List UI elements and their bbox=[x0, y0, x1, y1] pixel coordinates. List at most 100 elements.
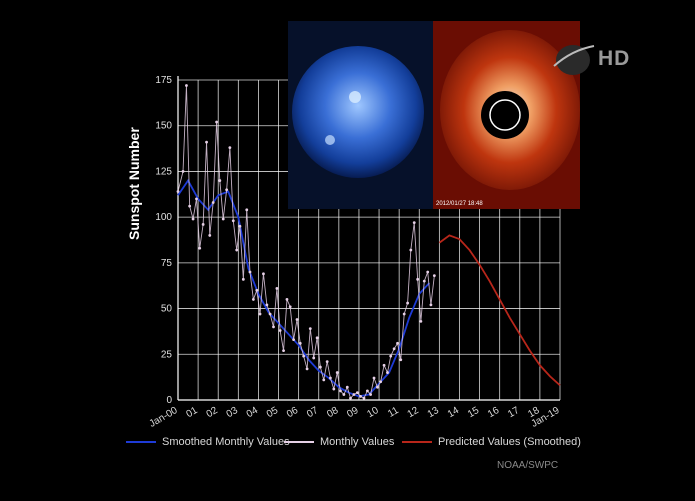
x-tick-label: 10 bbox=[365, 405, 381, 420]
y-tick-label: 0 bbox=[166, 395, 172, 406]
monthly-value-point bbox=[298, 341, 302, 345]
monthly-value-point bbox=[342, 393, 346, 396]
monthly-value-point bbox=[359, 394, 362, 398]
chart-axes: 0 25 50 75 100 125 150 175 Jan-00 01 02 03 04 05 06 07 0… bbox=[148, 75, 562, 430]
monthly-value-point bbox=[292, 338, 296, 342]
monthly-value-point bbox=[386, 371, 389, 374]
x-tick-label: 09 bbox=[345, 405, 361, 420]
y-tick-label: 150 bbox=[155, 121, 172, 132]
monthly-value-point bbox=[181, 170, 185, 173]
monthly-value-point bbox=[191, 217, 195, 221]
x-tick-label: 14 bbox=[446, 405, 462, 420]
monthly-value-point bbox=[365, 389, 369, 393]
hd-badge: HD bbox=[598, 47, 631, 70]
monthly-value-point bbox=[211, 201, 215, 204]
x-tick-label: 02 bbox=[205, 405, 221, 420]
monthly-value-point bbox=[419, 319, 423, 323]
monthly-value-point bbox=[288, 305, 292, 309]
monthly-value-point bbox=[251, 298, 255, 301]
monthly-value-point bbox=[412, 221, 416, 225]
monthly-value-point bbox=[188, 204, 192, 208]
monthly-value-point bbox=[205, 140, 208, 144]
sun-disk-blue bbox=[292, 46, 424, 178]
monthly-value-point bbox=[352, 393, 356, 396]
active-region bbox=[349, 91, 361, 103]
nasa-logo bbox=[552, 40, 596, 80]
y-tick-label: 50 bbox=[161, 304, 173, 315]
monthly-value-point bbox=[345, 385, 349, 389]
monthly-value-point bbox=[362, 396, 366, 400]
monthly-value-point bbox=[248, 270, 252, 274]
monthly-value-point bbox=[231, 219, 235, 223]
x-tick-label: 01 bbox=[184, 405, 200, 420]
monthly-value-point bbox=[389, 354, 393, 358]
monthly-value-point bbox=[392, 347, 396, 351]
monthly-value-point bbox=[432, 274, 436, 278]
monthly-value-point bbox=[302, 354, 306, 358]
soho-timestamp: 2012/01/27 18:48 bbox=[436, 201, 483, 207]
monthly-value-point bbox=[228, 146, 232, 150]
monthly-value-point bbox=[208, 234, 212, 237]
monthly-value-point bbox=[201, 223, 205, 226]
monthly-value-point bbox=[255, 288, 259, 292]
monthly-value-point bbox=[396, 341, 399, 345]
x-tick-label: 16 bbox=[486, 405, 502, 420]
monthly-value-point bbox=[406, 301, 410, 305]
monthly-value-point bbox=[328, 376, 332, 380]
monthly-value-point bbox=[275, 287, 279, 290]
solar-images: 2012/01/27 18:48 bbox=[288, 21, 580, 209]
monthly-value-point bbox=[272, 325, 275, 329]
legend-item-smoothed: Smoothed Monthly Values bbox=[126, 436, 290, 448]
monthly-value-point bbox=[315, 336, 319, 340]
x-tick-label: 18 bbox=[526, 405, 542, 420]
monthly-value-point bbox=[185, 84, 188, 87]
x-tick-label: 04 bbox=[245, 405, 261, 420]
legend-label: Smoothed Monthly Values bbox=[162, 436, 290, 448]
monthly-value-point bbox=[198, 246, 202, 250]
x-tick-label: 08 bbox=[325, 405, 341, 420]
source-credit: NOAA/SWPC bbox=[497, 460, 559, 471]
monthly-value-point bbox=[409, 248, 413, 252]
monthly-value-point bbox=[399, 358, 403, 362]
legend-label: Predicted Values (Smoothed) bbox=[438, 436, 581, 448]
monthly-value-point bbox=[238, 224, 242, 228]
monthly-value-point bbox=[379, 380, 383, 384]
monthly-value-point bbox=[376, 385, 379, 389]
legend-swatch-blue bbox=[126, 441, 156, 444]
monthly-value-point bbox=[195, 197, 198, 201]
monthly-value-point bbox=[322, 378, 326, 382]
x-tick-label: 06 bbox=[285, 405, 301, 420]
monthly-value-point bbox=[215, 120, 219, 124]
monthly-value-point bbox=[282, 349, 285, 353]
monthly-value-point bbox=[422, 279, 426, 283]
y-tick-label: 175 bbox=[155, 75, 172, 86]
monthly-value-point bbox=[332, 387, 336, 391]
sun-outline bbox=[489, 99, 521, 131]
x-tick-label: 03 bbox=[225, 405, 241, 420]
y-tick-label: 75 bbox=[161, 258, 173, 269]
monthly-value-point bbox=[416, 277, 420, 281]
chart-series bbox=[176, 84, 561, 400]
monthly-value-point bbox=[349, 396, 352, 400]
y-tick-label: 25 bbox=[161, 349, 173, 360]
monthly-value-point bbox=[221, 217, 225, 221]
monthly-value-point bbox=[308, 327, 312, 331]
y-tick-label: 100 bbox=[155, 212, 172, 223]
monthly-value-point bbox=[339, 389, 342, 393]
legend-label: Monthly Values bbox=[320, 436, 395, 448]
monthly-value-point bbox=[285, 298, 289, 301]
monthly-value-point bbox=[225, 188, 229, 192]
y-axis-label-text: Sunspot Number bbox=[126, 127, 142, 240]
x-tick-label: 07 bbox=[305, 405, 321, 420]
monthly-value-point bbox=[318, 365, 322, 369]
monthly-value-point bbox=[426, 270, 430, 274]
monthly-value-point bbox=[369, 393, 373, 396]
monthly-value-point bbox=[245, 208, 249, 212]
monthly-value-point bbox=[382, 363, 386, 367]
legend-item-predicted: Predicted Values (Smoothed) bbox=[402, 436, 581, 448]
active-region bbox=[325, 135, 335, 145]
x-tick-label: Jan-00 bbox=[148, 405, 180, 430]
x-tick-label: 12 bbox=[406, 405, 422, 420]
